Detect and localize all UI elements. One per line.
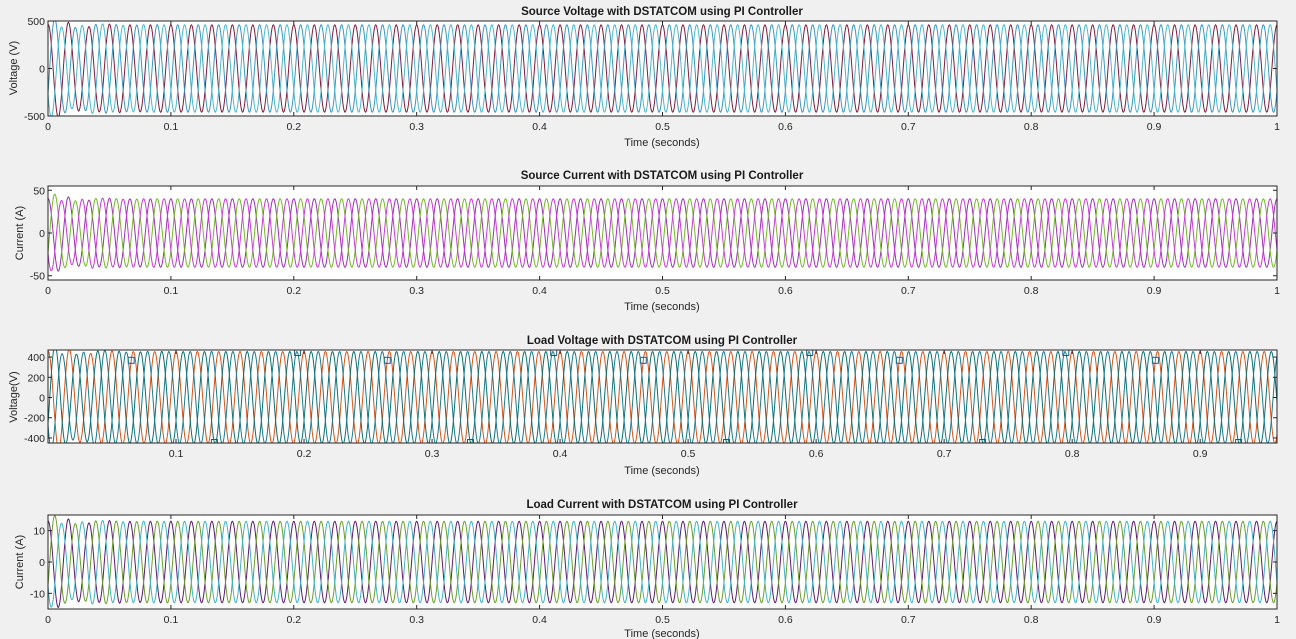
y-tick-label: -400 — [24, 433, 45, 445]
panel-source-current: Source Current with DSTATCOM using PI Co… — [14, 170, 1280, 313]
y-ticks: -400 -200 0 200 400 — [24, 352, 1277, 445]
x-tick-label: 0.8 — [1024, 614, 1039, 626]
x-tick-label: 0.4 — [532, 614, 547, 626]
y-tick-label: -200 — [24, 413, 45, 425]
y-tick-label: 50 — [33, 185, 45, 197]
y-ticks: -50 0 50 — [30, 185, 1277, 283]
axes-box — [47, 514, 1278, 610]
y-axis-label: Current (A) — [14, 206, 26, 260]
x-tick-label: 0.2 — [297, 448, 312, 460]
x-tick-label: 0 — [45, 285, 51, 297]
x-axis-label: Time (seconds) — [624, 301, 699, 313]
x-tick-label: 0.2 — [286, 121, 301, 133]
series-marker — [806, 350, 814, 356]
x-tick-label: 0.1 — [164, 121, 179, 133]
panel-title: Source Current with DSTATCOM using PI Co… — [521, 170, 804, 182]
y-tick-label: -500 — [24, 111, 45, 123]
x-tick-label: 0.5 — [681, 448, 696, 460]
series-marker — [550, 350, 558, 356]
x-tick-label: 0.8 — [1065, 448, 1080, 460]
series-line-3 — [48, 197, 1277, 272]
series-line-1 — [48, 196, 1277, 272]
x-tick-label: 0.6 — [778, 121, 793, 133]
axes-border — [47, 185, 1278, 281]
x-axis-label: Time (seconds) — [624, 628, 699, 639]
x-tick-label: 0.7 — [901, 121, 916, 133]
series-marker — [1062, 350, 1070, 356]
panel-title: Load Current with DSTATCOM using PI Cont… — [526, 499, 798, 511]
x-tick-label: 0.7 — [937, 448, 952, 460]
x-tick-label: 0.2 — [286, 614, 301, 626]
axes-box — [47, 185, 1278, 281]
axes-box — [47, 20, 1278, 117]
x-tick-label: 0.8 — [1024, 285, 1039, 297]
x-tick-label: 0.3 — [409, 285, 424, 297]
series-line-3 — [48, 350, 1277, 443]
x-tick-label: 0.6 — [778, 285, 793, 297]
y-axis-label: Voltage (V) — [8, 41, 20, 95]
x-tick-label: 0.7 — [901, 614, 916, 626]
series-line-3 — [48, 519, 1277, 608]
axes-border — [47, 514, 1278, 610]
x-tick-label: 0.8 — [1024, 121, 1039, 133]
x-tick-label: 1 — [1274, 614, 1280, 626]
y-ticks: -10 0 10 — [30, 526, 1277, 600]
y-tick-label: 0 — [39, 64, 45, 76]
axes-border — [47, 20, 1278, 117]
x-tick-label: 0.6 — [809, 448, 824, 460]
y-tick-label: 200 — [27, 372, 45, 384]
x-tick-label: 0.7 — [901, 285, 916, 297]
panel-load-current: Load Current with DSTATCOM using PI Cont… — [14, 499, 1280, 639]
x-tick-label: 0.9 — [1147, 614, 1162, 626]
y-tick-label: -50 — [30, 271, 45, 283]
y-tick-label: 0 — [39, 393, 45, 405]
x-tick-label: 0.1 — [169, 448, 184, 460]
y-axis-label: Current (A) — [14, 535, 26, 589]
x-ticks: 0 0.1 0.2 0.3 0.4 0.5 0.6 0.7 0.8 0.9 1 — [45, 515, 1280, 626]
x-tick-label: 0.1 — [164, 614, 179, 626]
x-tick-label: 0.4 — [532, 121, 547, 133]
x-tick-label: 0.9 — [1193, 448, 1208, 460]
plot-area — [48, 515, 1277, 609]
x-tick-label: 1 — [1274, 285, 1280, 297]
x-ticks: 0 0.1 0.2 0.3 0.4 0.5 0.6 0.7 0.8 0.9 1 — [45, 21, 1280, 133]
x-tick-label: 0.9 — [1147, 121, 1162, 133]
y-tick-label: 400 — [27, 352, 45, 364]
series-line-1 — [48, 518, 1277, 609]
axes-border — [47, 349, 1278, 444]
x-axis-label: Time (seconds) — [624, 137, 699, 149]
x-ticks: 0.1 0.2 0.3 0.4 0.5 0.6 0.7 0.8 0.9 — [169, 350, 1208, 460]
x-tick-label: 0.5 — [655, 614, 670, 626]
x-tick-label: 0.3 — [409, 121, 424, 133]
x-tick-label: 0.1 — [164, 285, 179, 297]
panel-load-voltage: Load Voltage with DSTATCOM using PI Cont… — [8, 335, 1278, 477]
y-tick-label: 0 — [39, 557, 45, 569]
y-tick-label: 0 — [39, 228, 45, 240]
panel-title: Load Voltage with DSTATCOM using PI Cont… — [527, 335, 798, 347]
y-tick-label: 10 — [33, 526, 45, 538]
x-ticks: 0 0.1 0.2 0.3 0.4 0.5 0.6 0.7 0.8 0.9 1 — [45, 186, 1280, 297]
series-marker — [294, 350, 302, 356]
plot-area — [48, 193, 1277, 272]
y-tick-label: -10 — [30, 588, 45, 600]
x-tick-label: 0.4 — [553, 448, 568, 460]
x-tick-label: 0.3 — [425, 448, 440, 460]
x-tick-label: 0 — [45, 614, 51, 626]
y-axis-label: Voltage(V) — [8, 371, 20, 422]
x-tick-label: 0 — [45, 121, 51, 133]
x-tick-label: 0.4 — [532, 285, 547, 297]
panel-source-voltage: Source Voltage with DSTATCOM using PI Co… — [8, 6, 1280, 149]
y-tick-label: 500 — [27, 16, 45, 28]
x-tick-label: 0.5 — [655, 121, 670, 133]
x-tick-label: 0.5 — [655, 285, 670, 297]
x-axis-label: Time (seconds) — [624, 465, 699, 477]
panel-title: Source Voltage with DSTATCOM using PI Co… — [521, 6, 803, 18]
series-line-3 — [48, 23, 1277, 116]
x-tick-label: 0.2 — [286, 285, 301, 297]
x-tick-label: 0.9 — [1147, 285, 1162, 297]
x-tick-label: 0.3 — [409, 614, 424, 626]
x-tick-label: 1 — [1274, 121, 1280, 133]
x-tick-label: 0.6 — [778, 614, 793, 626]
